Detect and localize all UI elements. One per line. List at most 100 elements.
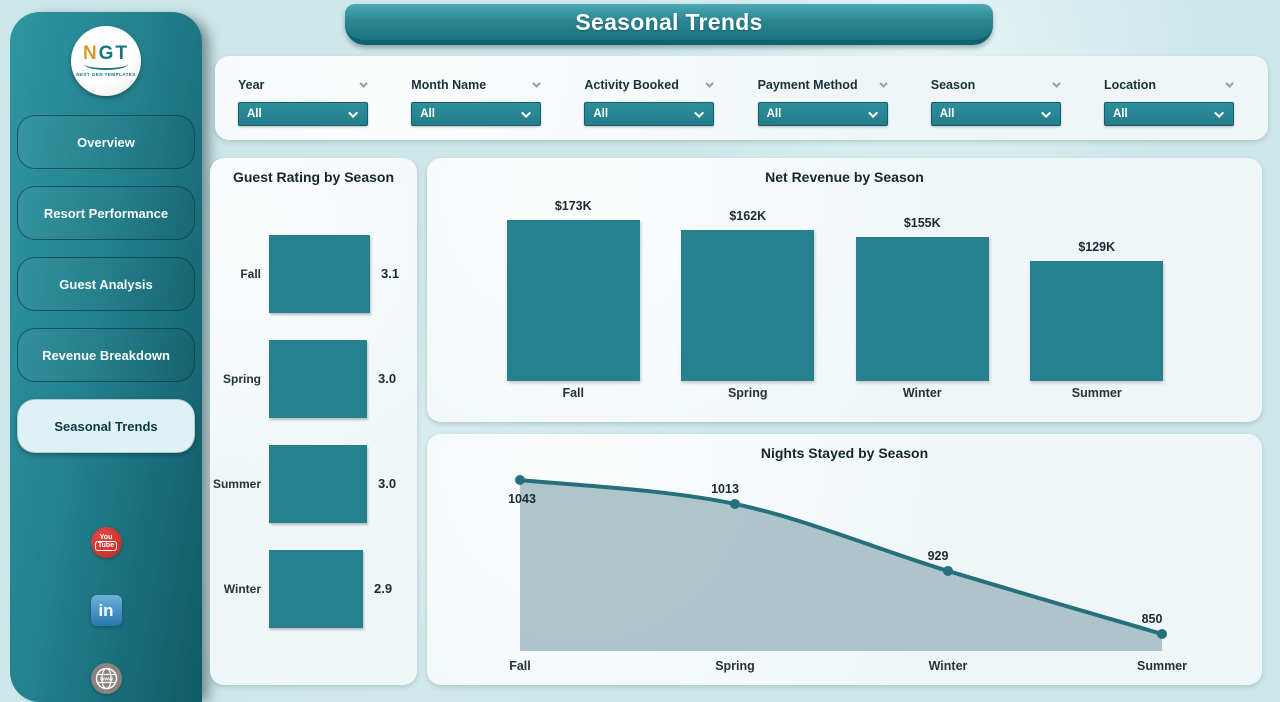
value-label: $155K xyxy=(903,216,941,230)
category-label: Fall xyxy=(509,659,531,673)
svg-text:www: www xyxy=(98,677,113,683)
bar-fall[interactable] xyxy=(506,220,640,381)
filter-label: Location xyxy=(1103,78,1157,92)
net-revenue-chart-panel: Net Revenue by Season $173K $162K $155K $12… xyxy=(427,158,1262,422)
point-summer[interactable] xyxy=(1157,629,1167,639)
filter-select-month-name[interactable]: All xyxy=(411,102,542,126)
filter-select-activity-booked[interactable]: All xyxy=(584,102,715,126)
brand-logo-text: NGT xyxy=(82,43,130,64)
category-label: Summer xyxy=(1137,659,1187,673)
nights-stayed-chart-title: Nights Stayed by Season xyxy=(760,445,929,461)
value-label: 850 xyxy=(1142,612,1163,626)
bar-summer[interactable] xyxy=(1030,261,1164,381)
filter-label: Year xyxy=(238,78,265,92)
category-label: Winter xyxy=(902,386,942,400)
linkedin-icon[interactable]: in xyxy=(90,595,122,626)
page-title: Seasonal Trends xyxy=(575,8,763,35)
rating-row-summer: Summer 3.0 xyxy=(210,431,417,536)
chevron-down-icon xyxy=(1214,107,1224,118)
chevron-down-icon xyxy=(694,107,705,118)
value-label: 1013 xyxy=(711,482,739,496)
guest-rating-chart-title: Guest Rating by Season xyxy=(232,169,395,185)
category-label: Spring xyxy=(715,659,755,673)
area-fill xyxy=(520,480,1162,651)
category-label: Fall xyxy=(562,386,585,400)
point-fall[interactable] xyxy=(515,475,525,485)
bar-spring[interactable] xyxy=(269,339,367,418)
value-label: 2.9 xyxy=(374,581,393,596)
rating-row-spring: Spring 3.0 xyxy=(210,326,417,431)
point-winter[interactable] xyxy=(943,565,953,576)
filter-season: Season All xyxy=(930,78,1061,140)
value-label: 3.1 xyxy=(381,266,400,281)
category-label: Winter xyxy=(929,659,968,673)
value-label: 3.0 xyxy=(378,476,397,491)
bar-spring[interactable] xyxy=(681,230,815,381)
category-label: Spring xyxy=(223,371,261,386)
filter-selected-value: All xyxy=(1112,108,1128,120)
filter-payment-method: Payment Method All xyxy=(757,78,888,140)
category-label: Summer xyxy=(1071,386,1122,400)
filter-label: Activity Booked xyxy=(584,78,679,92)
sidebar-item-seasonal-trends[interactable]: Seasonal Trends xyxy=(17,399,195,453)
filter-location: Location All xyxy=(1103,78,1234,140)
filter-label: Month Name xyxy=(411,78,487,92)
filter-label: Season xyxy=(930,78,976,92)
filter-header: Year xyxy=(238,78,368,92)
point-spring[interactable] xyxy=(730,498,740,509)
category-label: Fall xyxy=(240,266,261,281)
value-label: $162K xyxy=(729,209,767,223)
filter-select-season[interactable]: All xyxy=(930,102,1061,126)
chevron-down-icon xyxy=(705,79,715,88)
youtube-label-top: You xyxy=(99,534,113,541)
bar-winter[interactable] xyxy=(855,237,989,381)
value-label: 1043 xyxy=(508,492,536,506)
filter-select-location[interactable]: All xyxy=(1103,102,1234,126)
filter-selected-value: All xyxy=(593,108,609,120)
sidebar-nav: Overview Resort Performance Guest Analysis… xyxy=(10,115,202,470)
bar-winter[interactable] xyxy=(269,549,363,628)
filter-header: Payment Method xyxy=(758,78,888,92)
net-revenue-chart: $173K $162K $155K $129K xyxy=(486,158,1184,381)
rating-row-winter: Winter 2.9 xyxy=(210,536,417,641)
brand-logo-subtext: NEXT GEN TEMPLATES xyxy=(76,72,136,77)
filter-selected-value: All xyxy=(420,108,435,120)
filter-year: Year All xyxy=(238,78,368,140)
net-revenue-chart-title: Net Revenue by Season xyxy=(765,169,924,185)
sidebar: NGT NEXT GEN TEMPLATES Overview Resort Pe… xyxy=(10,12,202,702)
filter-header: Activity Booked xyxy=(584,78,715,92)
globe-icon[interactable]: www xyxy=(90,663,122,694)
filter-header: Season xyxy=(931,78,1061,92)
chevron-down-icon xyxy=(348,107,359,118)
filter-select-year[interactable]: All xyxy=(238,102,368,126)
globe-glyph: www xyxy=(95,667,117,690)
nights-stayed-chart: 1043 Fall 1013 Spring 929 Winter 850 Summer xyxy=(508,475,1187,673)
page-title-banner: Seasonal Trends xyxy=(345,4,993,45)
filter-activity-booked: Activity Booked All xyxy=(584,78,715,140)
chevron-down-icon xyxy=(878,79,888,88)
revenue-column-winter: $155K xyxy=(835,158,1010,381)
chevron-down-icon xyxy=(1225,79,1234,88)
guest-rating-chart-panel: Guest Rating by Season Fall 3.1 Spring 3.0 S… xyxy=(210,158,417,685)
chevron-down-icon xyxy=(532,79,542,88)
category-label: Winter xyxy=(223,581,261,596)
sidebar-item-overview[interactable]: Overview xyxy=(17,115,195,169)
filter-selected-value: All xyxy=(247,108,262,120)
youtube-icon[interactable]: You Tube xyxy=(90,527,122,558)
filter-header: Month Name xyxy=(411,78,542,92)
bar-fall[interactable] xyxy=(269,234,370,313)
value-label: 3.0 xyxy=(378,371,397,386)
youtube-label-bottom: Tube xyxy=(94,541,118,551)
filter-header: Location xyxy=(1104,78,1234,92)
sidebar-item-revenue-breakdown[interactable]: Revenue Breakdown xyxy=(17,328,195,382)
filter-select-payment-method[interactable]: All xyxy=(757,102,888,126)
bar-summer[interactable] xyxy=(269,444,367,523)
brand-logo: NGT NEXT GEN TEMPLATES xyxy=(71,26,141,96)
rating-row-fall: Fall 3.1 xyxy=(210,221,417,326)
sidebar-item-resort-performance[interactable]: Resort Performance xyxy=(17,186,195,240)
linkedin-label: in xyxy=(98,600,114,620)
category-label: Spring xyxy=(727,386,768,400)
guest-rating-chart: Fall 3.1 Spring 3.0 Summer 3.0 Winter 2.9 xyxy=(210,221,417,641)
sidebar-item-guest-analysis[interactable]: Guest Analysis xyxy=(17,257,195,311)
